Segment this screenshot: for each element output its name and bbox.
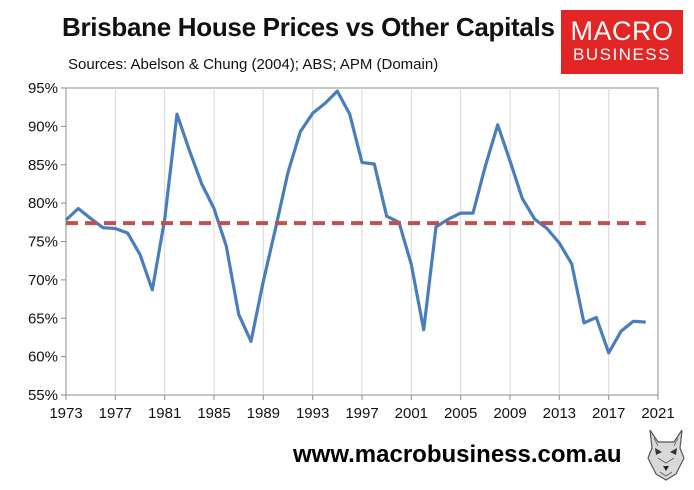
series-line-brisbane (64, 89, 646, 355)
x-tick-label: 1981 (148, 405, 181, 420)
x-tick-label: 1985 (197, 405, 230, 420)
series-group (64, 89, 646, 355)
y-tick-label: 90% (28, 118, 58, 135)
footer-url: www.macrobusiness.com.au (293, 441, 622, 468)
x-tick-label: 1977 (99, 405, 132, 420)
page-title: Brisbane House Prices vs Other Capitals (62, 12, 555, 42)
y-tick-label: 70% (28, 272, 58, 289)
x-tick-label: 1993 (296, 405, 329, 420)
x-tick-label: 2017 (592, 405, 625, 420)
logo-line-1: MACRO (570, 16, 674, 46)
gridlines (114, 88, 610, 395)
y-tick-label: 80% (28, 195, 58, 212)
y-tick-label: 55% (28, 387, 58, 404)
y-tick-label: 75% (28, 234, 58, 251)
y-axis: 55% 60% 65% 70% 75% 80% 85% 90% 95% (28, 80, 66, 404)
x-tick-label: 2005 (444, 405, 477, 420)
x-tick-label: 1989 (247, 405, 280, 420)
y-tick-label: 65% (28, 310, 58, 327)
wolf-logo-icon (647, 429, 685, 481)
y-tick-label: 60% (28, 349, 58, 366)
macrobusiness-logo: MACRO BUSINESS (561, 10, 683, 74)
y-tick-label: 95% (28, 80, 58, 97)
logo-line-2: BUSINESS (573, 45, 671, 64)
x-tick-label: 2021 (641, 405, 674, 420)
y-tick-label: 85% (28, 157, 58, 174)
x-axis: 1973 1977 1981 1985 1989 1993 1997 2001 2005 2009… (49, 395, 675, 420)
x-tick-label: 1997 (345, 405, 378, 420)
x-tick-label: 2013 (543, 405, 576, 420)
x-tick-label: 1973 (49, 405, 82, 420)
line-chart: 55% 60% 65% 70% 75% 80% 85% 90% 95% 1973 1977 1981… (28, 80, 675, 420)
chart-subtitle: Sources: Abelson & Chung (2004); ABS; AP… (68, 56, 439, 73)
x-tick-label: 2009 (493, 405, 526, 420)
x-tick-label: 2001 (395, 405, 428, 420)
